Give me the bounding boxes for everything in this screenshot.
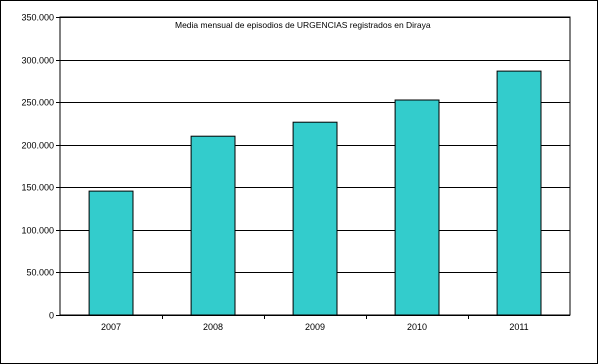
bar-2008 <box>190 135 236 316</box>
y-tick-label: 0 <box>49 311 54 321</box>
y-tick-label: 350.000 <box>21 13 54 23</box>
chart-title: Media mensual de episodios de URGENCIAS … <box>175 20 431 30</box>
bar-2010 <box>394 99 440 316</box>
bar-2009 <box>292 121 338 316</box>
y-tick-label: 250.000 <box>21 98 54 108</box>
bar-2011 <box>496 70 542 316</box>
bar-2007 <box>88 190 134 316</box>
axes <box>56 17 570 319</box>
y-tick-label: 300.000 <box>21 56 54 66</box>
x-tick-label: 2009 <box>305 322 325 332</box>
y-tick-label: 150.000 <box>21 183 54 193</box>
x-tick-label: 2008 <box>203 322 223 332</box>
y-tick-label: 200.000 <box>21 141 54 151</box>
y-tick-label: 100.000 <box>21 226 54 236</box>
bars <box>88 70 542 316</box>
x-tick-label: 2011 <box>509 322 528 332</box>
y-tick-label: 50.000 <box>26 268 54 278</box>
x-tick-label: 2007 <box>101 322 121 332</box>
tick-labels: 0 50.000 100.000 150.000 200.000 250.000 300.0… <box>21 13 528 333</box>
x-tick-label: 2010 <box>407 322 427 332</box>
